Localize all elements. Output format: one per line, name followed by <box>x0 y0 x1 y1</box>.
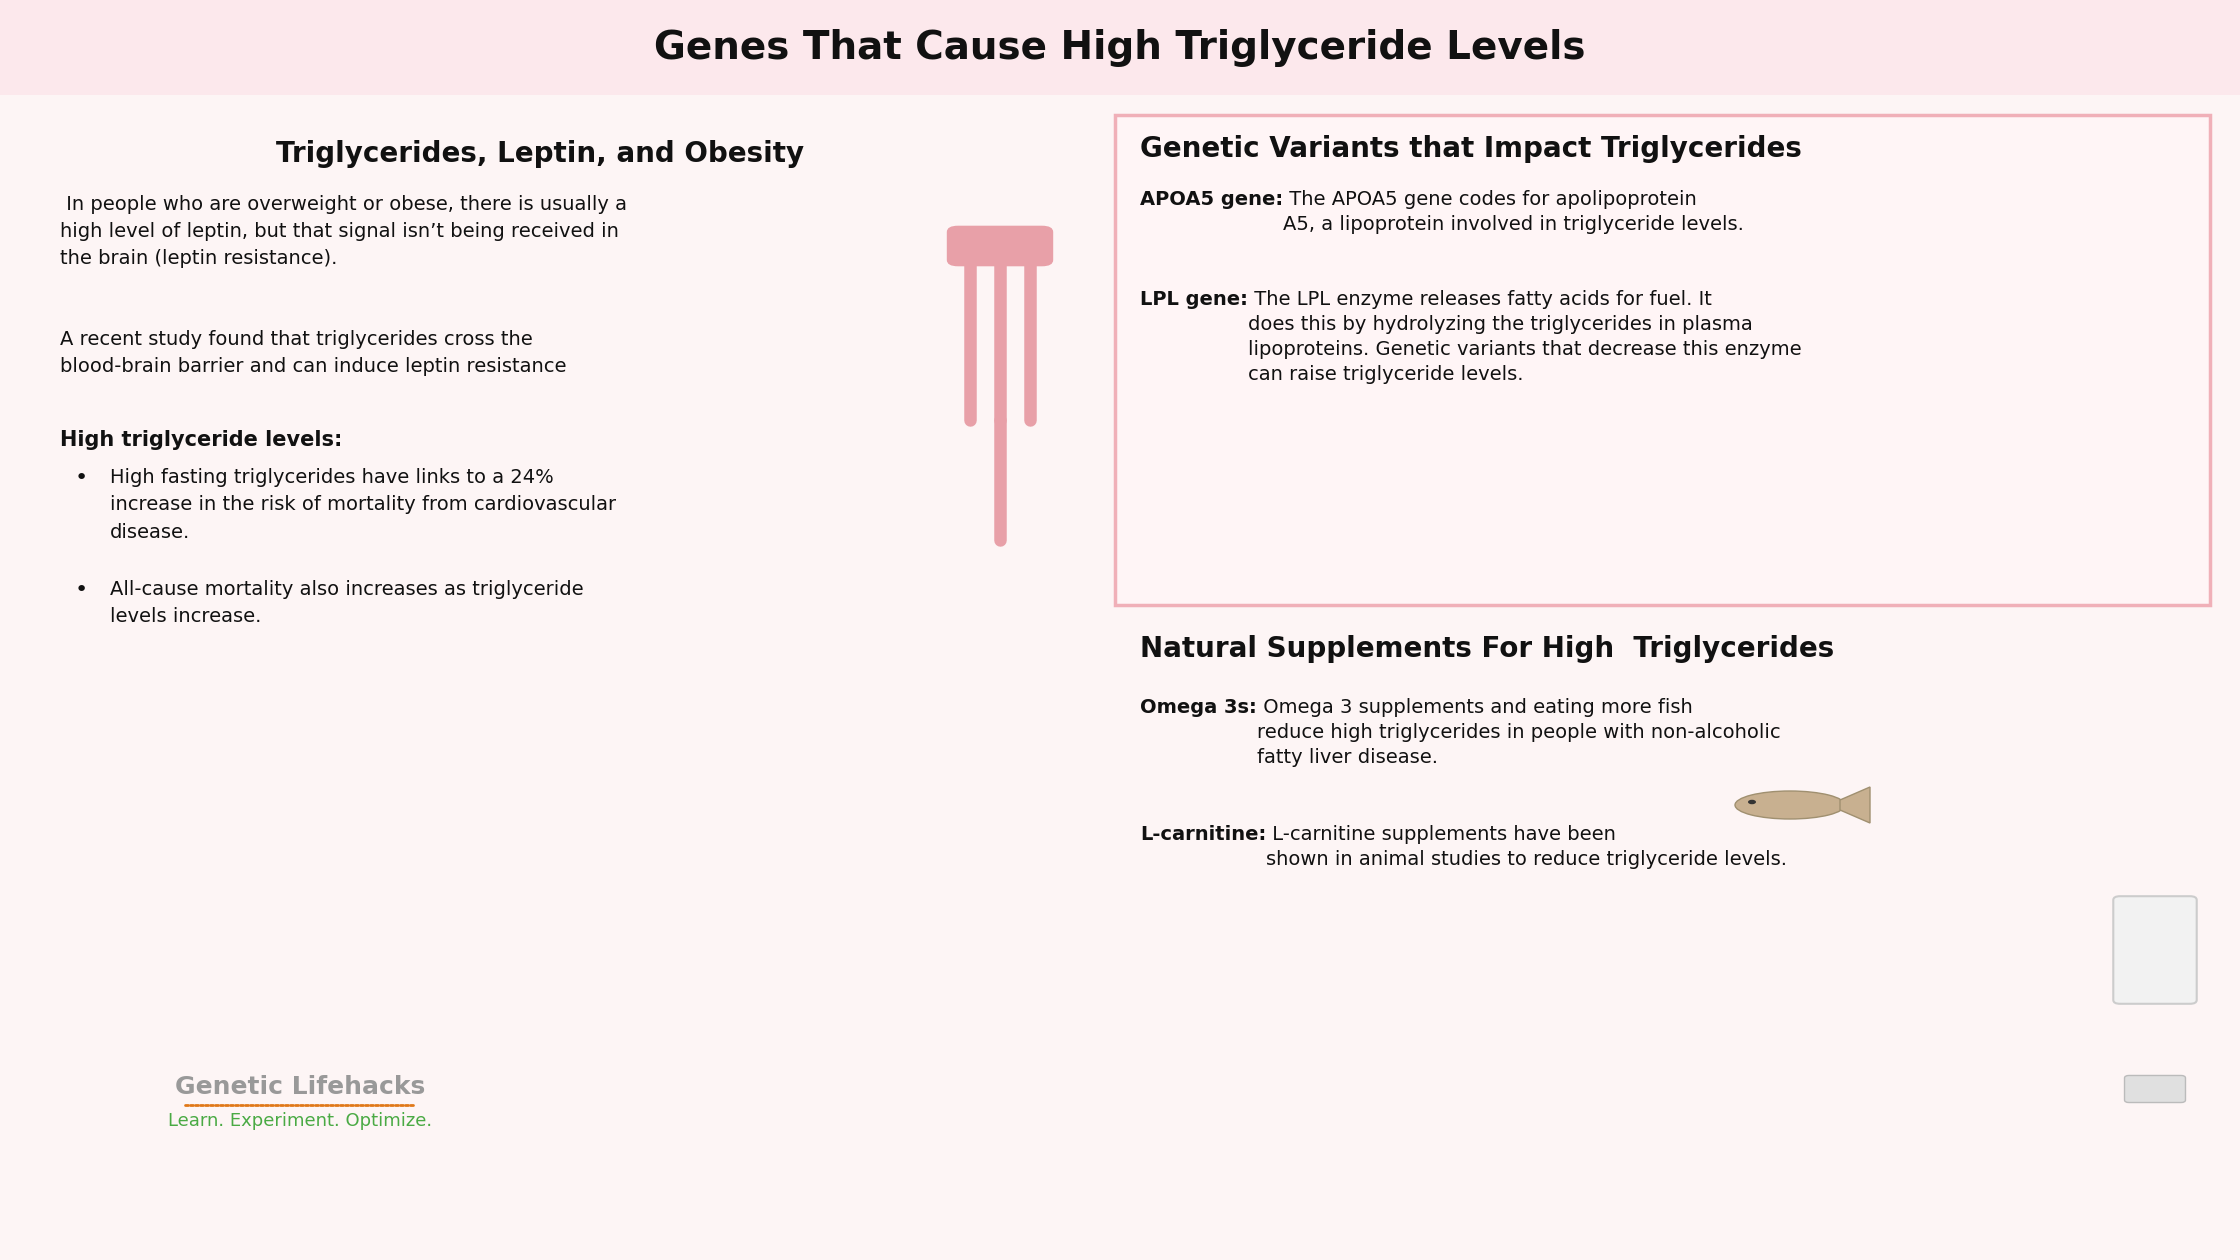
Text: •: • <box>74 467 87 488</box>
Text: Learn. Experiment. Optimize.: Learn. Experiment. Optimize. <box>168 1113 432 1130</box>
Text: Omega 3 supplements and eating more fish
reduce high triglycerides in people wit: Omega 3 supplements and eating more fish… <box>1257 698 1781 767</box>
Text: L-carnitine supplements have been
shown in animal studies to reduce triglyceride: L-carnitine supplements have been shown … <box>1266 825 1788 869</box>
Text: Omega 3s:: Omega 3s: <box>1140 698 1257 717</box>
Text: LPL gene:: LPL gene: <box>1140 290 1248 309</box>
Text: All-cause mortality also increases as triglyceride
levels increase.: All-cause mortality also increases as tr… <box>110 580 585 626</box>
Text: Genetic Lifehacks: Genetic Lifehacks <box>175 1075 426 1099</box>
Text: High fasting triglycerides have links to a 24%
increase in the risk of mortality: High fasting triglycerides have links to… <box>110 467 616 542</box>
Text: High triglyceride levels:: High triglyceride levels: <box>60 430 343 450</box>
Text: The APOA5 gene codes for apolipoprotein
A5, a lipoprotein involved in triglyceri: The APOA5 gene codes for apolipoprotein … <box>1284 190 1745 234</box>
Bar <box>1116 115 2211 605</box>
Text: •: • <box>74 580 87 600</box>
Text: Triglycerides, Leptin, and Obesity: Triglycerides, Leptin, and Obesity <box>276 140 804 168</box>
Ellipse shape <box>1736 791 1846 819</box>
Circle shape <box>1747 800 1756 804</box>
FancyBboxPatch shape <box>948 226 1053 266</box>
Text: APOA5 gene:: APOA5 gene: <box>1140 190 1284 209</box>
Text: Natural Supplements For High  Triglycerides: Natural Supplements For High Triglycerid… <box>1140 635 1835 663</box>
Text: Genetic Variants that Impact Triglycerides: Genetic Variants that Impact Triglycerid… <box>1140 135 1801 163</box>
Text: In people who are overweight or obese, there is usually a
high level of leptin, : In people who are overweight or obese, t… <box>60 195 627 268</box>
Text: A recent study found that triglycerides cross the
blood-brain barrier and can in: A recent study found that triglycerides … <box>60 330 567 377</box>
Text: The LPL enzyme releases fatty acids for fuel. It
does this by hydrolyzing the tr: The LPL enzyme releases fatty acids for … <box>1248 290 1801 384</box>
Text: L-carnitine:: L-carnitine: <box>1140 825 1266 844</box>
Polygon shape <box>1839 788 1870 823</box>
FancyBboxPatch shape <box>2112 896 2197 1004</box>
Bar <box>0 0 2240 94</box>
Text: Genes That Cause High Triglyceride Levels: Genes That Cause High Triglyceride Level… <box>654 29 1586 67</box>
Bar <box>959 232 1042 260</box>
FancyBboxPatch shape <box>2124 1076 2186 1102</box>
